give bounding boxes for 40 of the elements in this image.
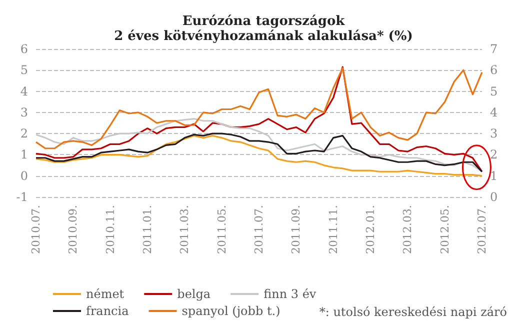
text: *: utolsó kereskedési napi záró — [319, 305, 508, 319]
legend-label: francia — [86, 304, 129, 318]
line-series — [35, 66, 483, 172]
y2-tick-label: 0 — [490, 190, 498, 204]
y-tick-label: 0 — [20, 168, 28, 183]
y2-tick-label: 3 — [490, 126, 498, 141]
legend-label: belga — [177, 287, 211, 301]
chart-subtitle: 2 éves kötvényhozamának alakulása* (%) — [114, 29, 413, 44]
x-tick-label: 2012.03. — [401, 205, 414, 254]
y2-tick-label: 7 — [490, 42, 498, 56]
y2-tick-label: 2 — [490, 148, 498, 162]
x-tick-label: 2012.05. — [438, 205, 452, 254]
x-tick-label: 2010.11. — [104, 205, 117, 254]
y-tick-label: 6 — [20, 42, 28, 56]
y2-tick-label: 5 — [490, 84, 498, 98]
legend-label: spanyol (jobb t.) — [182, 304, 280, 318]
x-tick-label: 2011.11. — [326, 205, 340, 254]
y-tick-label: 5 — [20, 63, 28, 78]
x-tick-label: 2011.07. — [252, 205, 266, 254]
y2-tick-label: 1 — [490, 168, 498, 183]
line-series — [35, 118, 483, 172]
y-tick-label: 2 — [20, 126, 28, 141]
y-tick-label: 1 — [20, 148, 28, 162]
legend-label: német — [86, 287, 124, 301]
x-tick-label: 2011.03. — [178, 205, 192, 254]
legend-label: finn 3 év — [264, 287, 316, 301]
line-series — [35, 67, 483, 150]
x-tick-label: 2012.07. — [476, 205, 488, 254]
x-tick-label: 2010.09. — [66, 205, 80, 254]
y-tick-label: 3 — [20, 105, 28, 120]
y-tick-label: 4 — [20, 84, 28, 98]
y-tick-label: -1 — [16, 190, 28, 204]
x-tick-label: 2011.05. — [215, 205, 228, 254]
x-tick-label: 2011.09. — [290, 205, 303, 254]
y2-tick-label: 4 — [490, 105, 498, 120]
x-tick-label: 2012.01. — [364, 205, 377, 254]
x-tick-label: 2010.07. — [30, 205, 42, 254]
y2-tick-label: 6 — [490, 63, 498, 78]
x-tick-label: 2011.01. — [141, 205, 154, 254]
chart-title: Eurózóna tagországok — [182, 14, 346, 29]
